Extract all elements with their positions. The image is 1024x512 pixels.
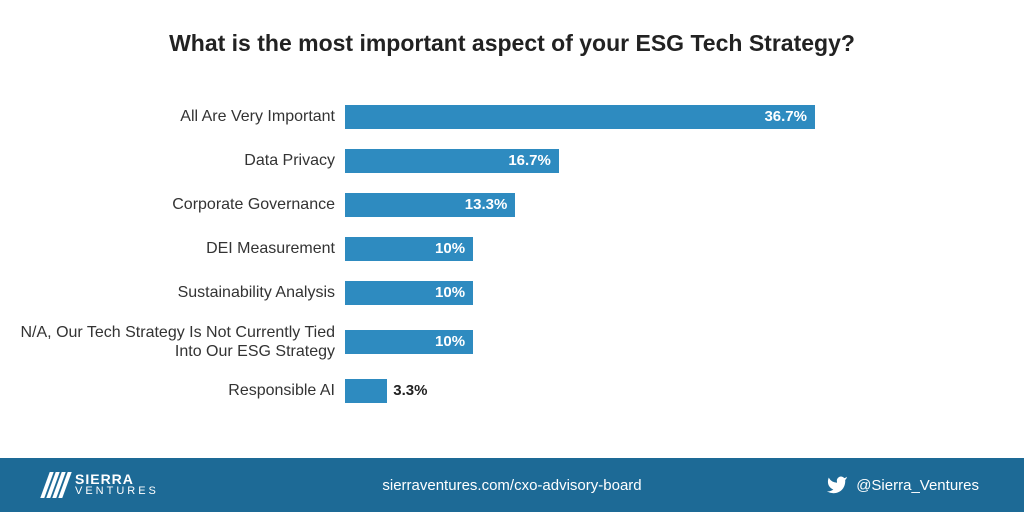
bar-label: Data Privacy xyxy=(0,151,345,170)
sierra-logo: SIERRA VENTURES xyxy=(45,472,159,498)
bar-label: Sustainability Analysis xyxy=(0,283,345,302)
bar-label: All Are Very Important xyxy=(0,107,345,126)
chart-title: What is the most important aspect of you… xyxy=(0,0,1024,57)
logo-text-line2: VENTURES xyxy=(75,486,159,496)
bar-area: 36.7% xyxy=(345,105,1024,129)
bar-value: 10% xyxy=(345,237,473,261)
bar-area: 13.3% xyxy=(345,193,1024,217)
bar-label: Corporate Governance xyxy=(0,195,345,214)
bar-value: 10% xyxy=(345,330,473,354)
chart-row: N/A, Our Tech Strategy Is Not Currently … xyxy=(0,315,1024,369)
bar-area: 10% xyxy=(345,237,1024,261)
bar xyxy=(345,379,387,403)
footer-url: sierraventures.com/cxo-advisory-board xyxy=(382,477,641,494)
chart-row: Sustainability Analysis10% xyxy=(0,271,1024,315)
bar-value: 3.3% xyxy=(387,379,427,403)
bar-value: 16.7% xyxy=(345,149,559,173)
bar-area: 16.7% xyxy=(345,149,1024,173)
bar-value: 36.7% xyxy=(345,105,815,129)
bar-chart: All Are Very Important36.7%Data Privacy1… xyxy=(0,95,1024,413)
bar-label: DEI Measurement xyxy=(0,239,345,258)
twitter-handle: @Sierra_Ventures xyxy=(856,477,979,494)
chart-row: Corporate Governance13.3% xyxy=(0,183,1024,227)
bar-label: Responsible AI xyxy=(0,381,345,400)
twitter-icon xyxy=(826,474,848,496)
chart-row: DEI Measurement10% xyxy=(0,227,1024,271)
bar-label: N/A, Our Tech Strategy Is Not Currently … xyxy=(0,323,345,361)
bar-value: 13.3% xyxy=(345,193,515,217)
chart-row: All Are Very Important36.7% xyxy=(0,95,1024,139)
bar-value: 10% xyxy=(345,281,473,305)
logo-stripes-icon xyxy=(40,472,71,498)
footer-bar: SIERRA VENTURES sierraventures.com/cxo-a… xyxy=(0,458,1024,512)
chart-row: Responsible AI 3.3% xyxy=(0,369,1024,413)
bar-area: 10% xyxy=(345,330,1024,354)
twitter-block: @Sierra_Ventures xyxy=(826,474,979,496)
bar-area: 3.3% xyxy=(345,379,1024,403)
logo-text-line1: SIERRA xyxy=(75,473,159,486)
bar-area: 10% xyxy=(345,281,1024,305)
chart-row: Data Privacy16.7% xyxy=(0,139,1024,183)
